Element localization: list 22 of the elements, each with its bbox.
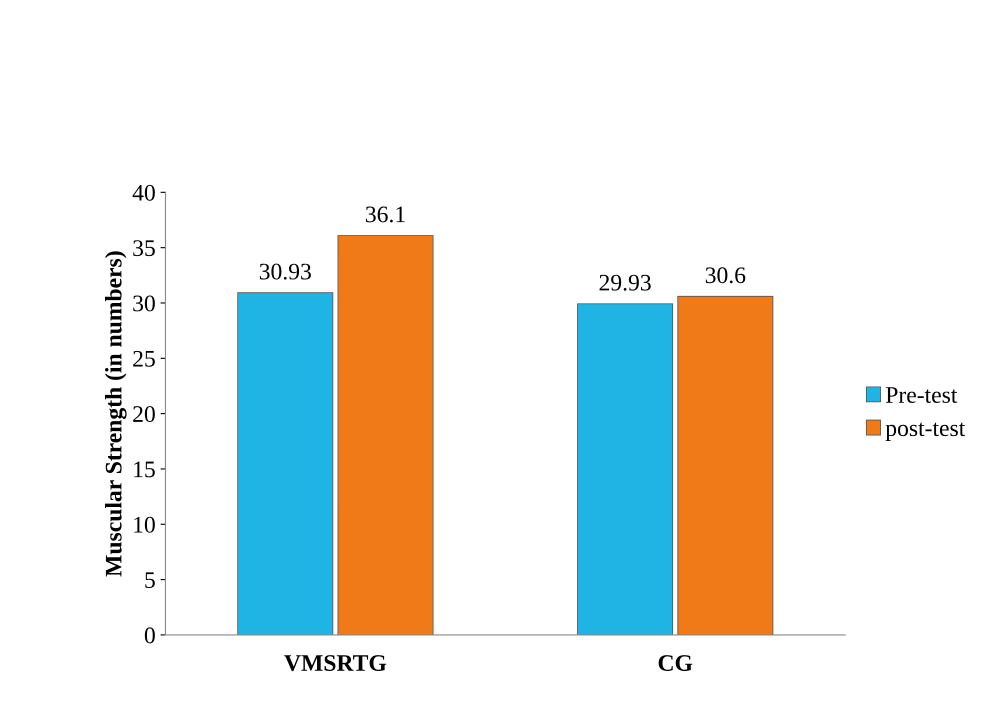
y-tick-label: 25 bbox=[133, 350, 155, 367]
y-tick-label: 30 bbox=[133, 295, 155, 312]
y-tick-label: 0 bbox=[144, 627, 155, 644]
y-tick-label: 5 bbox=[145, 572, 155, 588]
y-axis-title: Muscular Strength (in numbers) bbox=[104, 251, 127, 576]
y-tick-label: 40 bbox=[132, 184, 155, 201]
legend-label: Pre-test bbox=[886, 387, 958, 403]
data-label: 36.1 bbox=[366, 206, 405, 222]
bar bbox=[677, 296, 774, 635]
y-tick-label: 20 bbox=[133, 406, 155, 422]
bar bbox=[338, 235, 434, 635]
y-tick-label: 15 bbox=[134, 462, 155, 478]
bar bbox=[237, 292, 334, 635]
data-label: 30.93 bbox=[260, 264, 311, 280]
x-tick-label: VMSRTG bbox=[284, 655, 386, 672]
data-label: 30.6 bbox=[706, 267, 746, 284]
x-tick-label: CG bbox=[658, 655, 692, 671]
y-tick-label: 10 bbox=[134, 516, 155, 533]
bar bbox=[577, 303, 674, 635]
legend-label: post-test bbox=[886, 422, 966, 441]
y-tick-label: 35 bbox=[133, 240, 155, 256]
data-label: 29.93 bbox=[600, 274, 651, 291]
